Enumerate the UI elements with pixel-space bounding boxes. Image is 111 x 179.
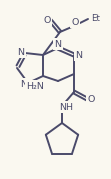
Text: H₂N: H₂N [26,81,44,91]
Text: N: N [18,47,25,57]
Text: N: N [75,50,82,59]
Text: Et: Et [92,13,100,23]
Text: O: O [71,18,79,26]
Text: O: O [87,95,95,103]
Text: N: N [55,40,61,49]
Text: O: O [43,16,51,25]
Text: N: N [21,79,28,88]
Text: NH: NH [59,103,73,112]
